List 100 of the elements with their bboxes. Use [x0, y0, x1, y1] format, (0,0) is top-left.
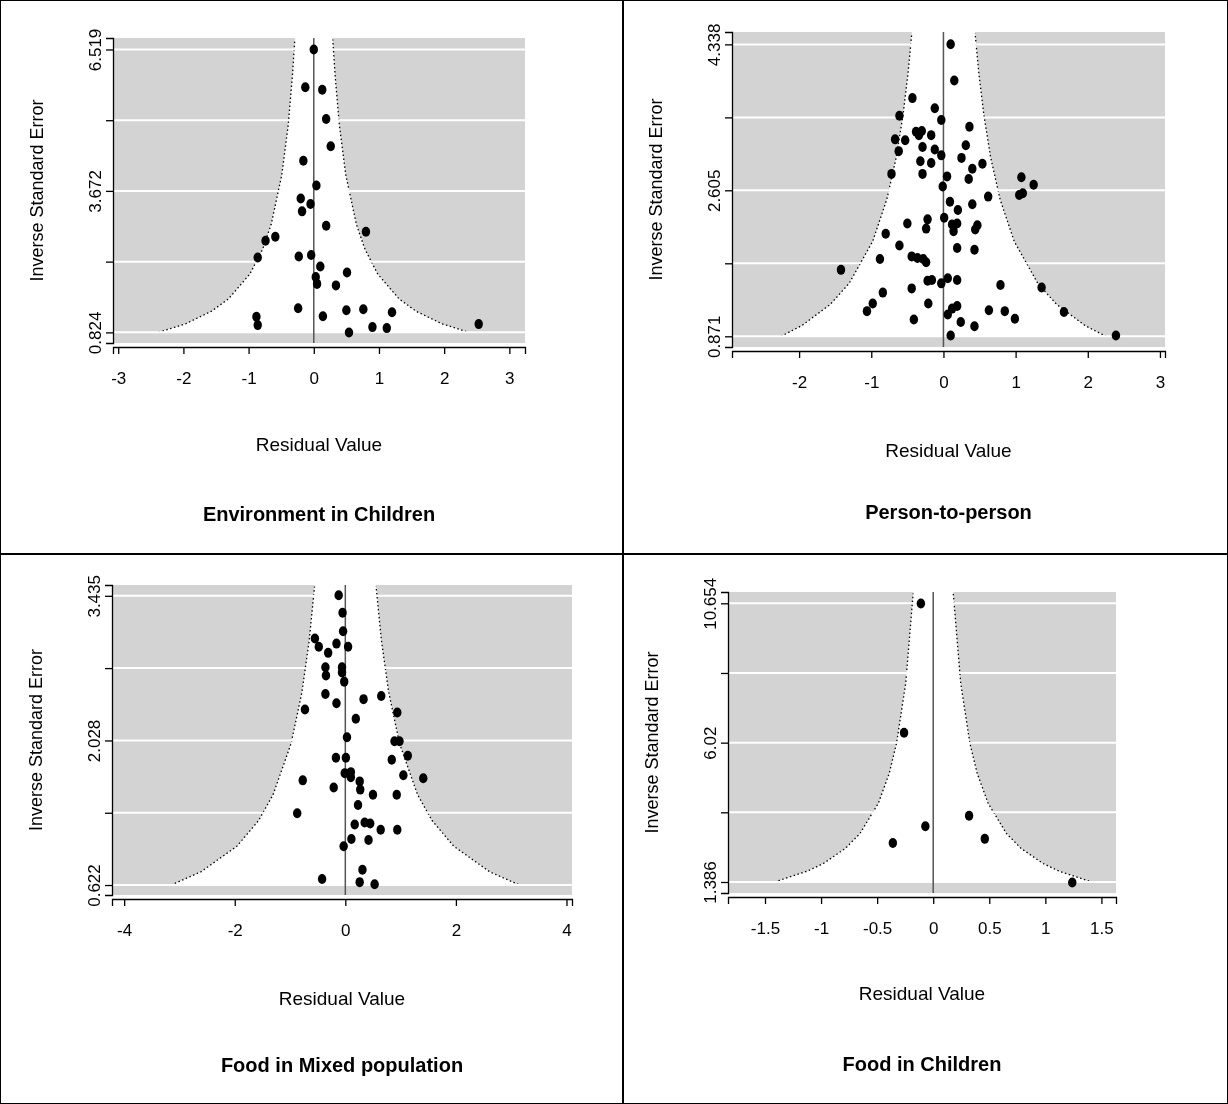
point [253, 320, 262, 331]
point [306, 250, 316, 261]
point [403, 750, 412, 761]
text: Environment in Children [202, 503, 436, 525]
point [294, 251, 303, 262]
point [342, 732, 352, 743]
y-tick-label: 2.605 [705, 169, 724, 213]
point [317, 874, 327, 885]
point [293, 808, 302, 819]
x-tick-label: -2 [176, 369, 192, 389]
point [899, 727, 909, 738]
point [298, 775, 307, 786]
x-tick-label: 2 [451, 921, 462, 941]
point [916, 598, 926, 609]
point [339, 841, 348, 852]
point [355, 877, 364, 888]
x-tick-label: 0 [939, 373, 949, 393]
point [351, 713, 361, 724]
x-tick-label: 3 [505, 369, 515, 389]
point [355, 776, 364, 787]
point [338, 607, 347, 618]
x-axis-title: Residual Value [278, 988, 406, 1009]
x-tick-label: -2 [227, 921, 243, 941]
point [387, 754, 396, 765]
point [309, 44, 318, 55]
point [321, 670, 331, 681]
point [301, 82, 310, 93]
point [343, 641, 353, 652]
point [252, 311, 261, 322]
point [332, 698, 341, 709]
x-tick-label: 3 [1155, 373, 1166, 393]
point [921, 821, 930, 832]
point [329, 782, 338, 793]
x-tick-label: 0.5 [977, 919, 1002, 939]
point [321, 113, 331, 124]
point [332, 638, 341, 649]
point [359, 694, 368, 705]
point [964, 810, 974, 821]
point [300, 704, 310, 715]
y-tick-label: 4.338 [705, 23, 724, 67]
x-axis-title: Residual Value [255, 434, 383, 455]
x-tick-label: -1 [241, 369, 257, 389]
point [321, 688, 330, 699]
x-tick-label: -1.5 [750, 919, 781, 939]
x-tick-label: 1 [374, 369, 385, 389]
point [376, 824, 385, 835]
y-tick-label: 1.386 [701, 861, 720, 904]
point [888, 838, 898, 849]
point [334, 590, 343, 601]
point [297, 206, 307, 217]
point [368, 322, 377, 333]
point [261, 235, 270, 246]
point [331, 280, 341, 291]
y-tick-label: 10.654 [701, 577, 720, 630]
y-axis-title: Inverse Standard Error [646, 98, 666, 281]
y-tick-label: 3.672 [86, 170, 105, 213]
point [342, 267, 352, 278]
y-axis-title: Inverse Standard Error [27, 99, 47, 282]
y-tick-label: 2.028 [85, 719, 104, 763]
x-tick-label: 1 [1011, 373, 1021, 393]
x-tick-label: 0 [309, 369, 320, 389]
point [299, 155, 308, 166]
x-tick-label: 4 [562, 921, 572, 941]
point [358, 864, 367, 875]
point [306, 198, 315, 209]
x-tick-label: 1.5 [1090, 919, 1114, 939]
y-tick-label: 0.622 [85, 864, 104, 907]
point [377, 691, 386, 702]
point [350, 819, 359, 830]
x-tick-label: -3 [111, 369, 127, 389]
point [393, 707, 402, 718]
y-tick-label: 0.824 [86, 311, 105, 355]
x-tick-label: 2 [439, 369, 450, 389]
y-axis-title: Inverse Standard Error [642, 651, 662, 834]
point [368, 789, 378, 800]
point [1068, 877, 1077, 888]
x-axis-title: Residual Value [885, 440, 1012, 461]
point [344, 327, 354, 338]
x-tick-label: -0.5 [863, 919, 893, 939]
point [271, 231, 280, 242]
point [323, 647, 333, 658]
point [310, 633, 320, 644]
point [331, 752, 341, 763]
point [356, 784, 365, 795]
point [341, 752, 351, 763]
y-axis-title: Inverse Standard Error [26, 648, 46, 832]
point [321, 220, 331, 231]
point [293, 303, 303, 314]
x-tick-label: 1 [1041, 919, 1051, 939]
point [340, 676, 349, 687]
y-tick-label: 0.871 [705, 315, 724, 359]
point [366, 818, 375, 829]
point [312, 180, 321, 191]
point [359, 304, 368, 315]
point [474, 319, 483, 330]
x-tick-label: 0 [341, 921, 351, 941]
y-tick-label: 3.435 [85, 575, 104, 618]
point [980, 833, 989, 844]
y-tick-label: 6.02 [701, 726, 720, 760]
x-axis-title: Residual Value [858, 983, 986, 1004]
